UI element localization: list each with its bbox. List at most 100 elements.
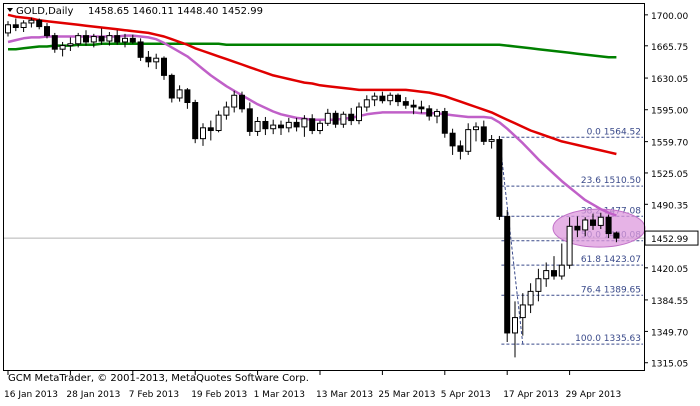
candle-body [278,124,284,129]
candle [418,100,425,114]
candle [207,120,214,141]
fib-level-label: 23.6 1510.50 [581,176,641,186]
candle-body [356,106,362,122]
candle-body [293,121,300,128]
candle [246,102,253,136]
candle [153,53,160,70]
candle-body [387,94,394,102]
candle-body [371,95,378,101]
candle-body [340,113,347,125]
candle [504,210,511,342]
candle-body [418,106,425,110]
candle [558,243,565,280]
candle [441,107,448,138]
candle-body [605,216,612,235]
candle-body [231,94,238,108]
candle [402,97,409,109]
candle-body [59,45,66,50]
candle [44,22,50,39]
candle [184,88,191,109]
candle [340,111,347,128]
candle-body [582,219,589,231]
candle-body [254,120,261,132]
candle-body [51,35,58,50]
candle [51,32,58,53]
candle [363,95,370,112]
current-price-label: 1452.99 [651,235,688,245]
candle [215,110,222,133]
candle [496,135,503,220]
candle [324,108,331,126]
candle [270,119,277,135]
y-axis: 1700.00 1665.75 1630.05 1595.00 1559.70 1525.… [644,12,699,370]
candle [309,114,316,135]
candle-body [309,118,316,132]
candle [410,99,417,115]
candle-body [574,225,581,231]
candle-body [207,127,214,132]
candle-body [527,290,534,306]
candle [480,120,487,145]
candle-body [613,232,620,239]
candle [285,117,292,133]
candle-body [5,24,11,34]
candle [28,17,35,28]
candle-body [106,35,113,42]
candle [129,34,136,44]
candle [605,214,612,239]
candle [106,32,113,46]
candle [223,101,230,120]
candle-body [262,120,269,130]
candle-body [426,108,433,117]
candle [98,28,105,45]
x-tick-label: 13 Mar 2013 [316,390,373,400]
candle-body [301,118,308,128]
plot-frame [3,3,645,371]
candle [426,105,433,121]
symbol-label: GOLD,Daily [16,6,73,17]
candle-body [192,102,199,140]
candle-body [44,26,50,37]
candle-body [184,89,191,104]
candle-body [434,111,440,117]
x-tick-label: 29 Apr 2013 [566,390,622,400]
candle-body [363,99,370,108]
candle-body [473,126,479,131]
candle [317,120,323,135]
fib-level-label: 100.0 1335.63 [575,334,641,344]
candle-body [28,19,35,24]
candle-body [98,36,105,42]
y-tick-label: 1349.70 [651,328,688,338]
candle-body [496,139,503,217]
candle-body [317,122,323,132]
candle [36,18,43,30]
dropdown-triangle-icon[interactable] [7,8,13,12]
x-tick-label: 5 Apr 2013 [441,390,491,400]
candle [114,30,121,45]
candle [488,135,495,149]
candle-body [449,132,456,147]
candle-body [12,24,19,28]
candle [137,38,144,61]
candle [5,21,11,37]
candle-body [114,35,121,43]
candle-body [441,111,448,134]
candles [5,17,620,358]
candle [434,108,440,124]
candle [231,90,238,113]
candle [332,110,339,128]
candle [75,32,82,48]
candle [551,256,557,280]
candle-body [402,101,409,106]
y-tick-label: 1595.00 [651,107,688,117]
candle-body [168,74,175,99]
candle [293,117,300,132]
candle-body [122,37,128,43]
candle [348,107,355,126]
candle [20,20,27,33]
candle-body [270,124,277,130]
candle [465,123,472,155]
candle-body [379,95,386,102]
